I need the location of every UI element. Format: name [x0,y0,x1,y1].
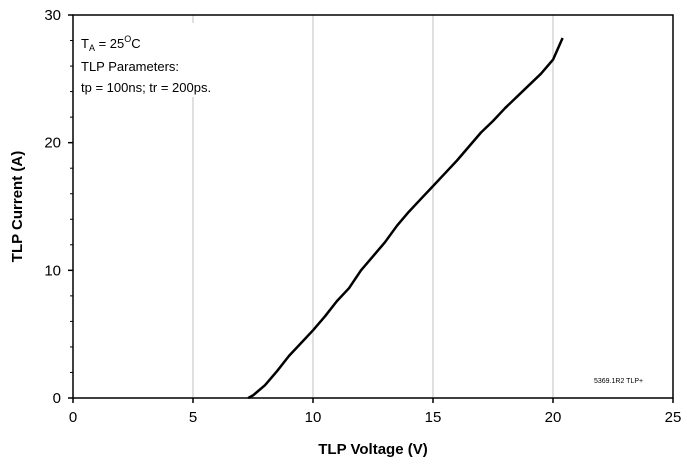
annotation-background [78,23,268,97]
annotation-parameters-title: TLP Parameters: [81,59,179,74]
x-axis-label: TLP Voltage (V) [318,441,427,458]
x-tick-label: 25 [665,409,682,426]
series-group [247,37,564,400]
annotation-parameters-values: tp = 100ns; tr = 200ps. [81,80,211,95]
y-axis-label: TLP Current (A) [9,151,26,262]
annotation-t: T [81,36,89,51]
annotation-degree: O [124,34,131,44]
y-tick-label: 20 [44,135,61,152]
annotation-equals: = 25 [95,36,124,51]
series-line [247,37,564,400]
x-tick-label: 15 [425,409,442,426]
x-tick-label: 0 [69,409,77,426]
tick-marks [68,14,674,403]
y-tick-label: 0 [53,390,61,407]
grid-lines [192,15,554,398]
figure-code: 5369.1R2 TLP+ [594,378,643,385]
y-tick-label: 30 [44,7,61,24]
annotation-temperature: TA = 25OC [81,34,141,53]
annotation-t-subscript: A [89,43,95,53]
y-tick-labels: 0 10 20 30 [44,7,61,407]
annotation-unit: C [131,36,140,51]
x-tick-labels: 0 5 10 15 20 25 [69,409,682,426]
y-tick-label: 10 [44,262,61,279]
x-tick-label: 5 [189,409,197,426]
plot-area [72,14,674,399]
x-tick-label: 10 [305,409,322,426]
x-tick-label: 20 [545,409,562,426]
